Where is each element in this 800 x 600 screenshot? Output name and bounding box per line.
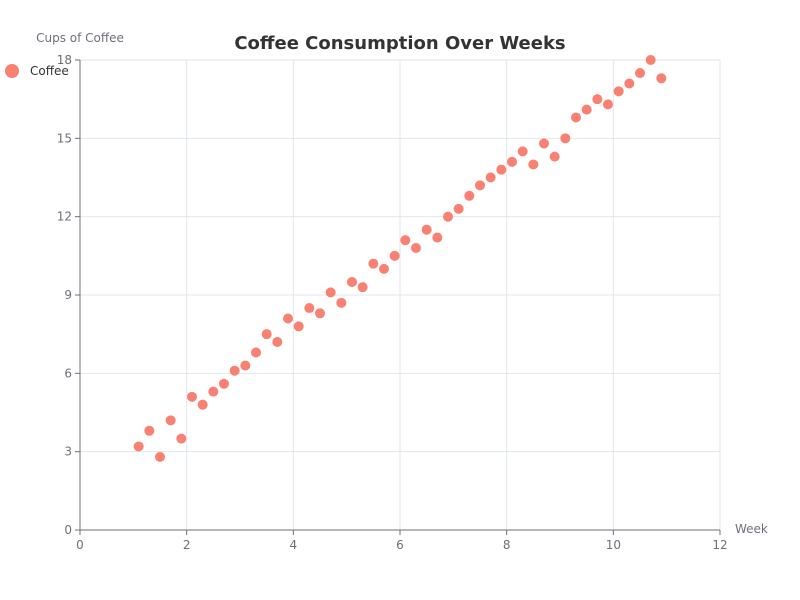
y-tick-label: 12 <box>57 210 72 224</box>
data-point[interactable] <box>283 313 293 324</box>
data-point[interactable] <box>197 399 208 410</box>
x-tick-label: 0 <box>76 538 84 552</box>
data-point[interactable] <box>293 321 304 332</box>
y-tick-label: 3 <box>64 445 72 459</box>
legend-marker-coffee[interactable] <box>5 64 19 78</box>
data-point[interactable] <box>336 297 347 308</box>
data-point[interactable] <box>432 232 443 243</box>
data-point[interactable] <box>517 146 528 157</box>
data-point[interactable] <box>421 224 432 235</box>
data-point[interactable] <box>155 451 165 462</box>
x-axis-label: Week <box>735 522 768 536</box>
data-point[interactable] <box>379 263 389 274</box>
y-tick-label: 6 <box>64 366 72 380</box>
data-point[interactable] <box>560 133 571 144</box>
y-tick-label: 0 <box>64 523 72 537</box>
data-point[interactable] <box>325 287 336 298</box>
data-point[interactable] <box>645 55 656 65</box>
x-tick-label: 4 <box>290 538 298 552</box>
data-point[interactable] <box>624 78 635 89</box>
data-point[interactable] <box>592 94 603 105</box>
grid <box>79 59 721 531</box>
data-point[interactable] <box>453 203 464 214</box>
data-point[interactable] <box>603 99 613 110</box>
data-point[interactable] <box>507 156 517 167</box>
y-tick-label: 15 <box>57 131 72 145</box>
data-point[interactable] <box>176 433 187 444</box>
data-point[interactable] <box>528 159 539 170</box>
data-point[interactable] <box>485 172 496 183</box>
data-point[interactable] <box>475 180 485 191</box>
data-point[interactable] <box>229 365 240 376</box>
data-point[interactable] <box>368 258 379 269</box>
data-points <box>133 55 667 462</box>
data-point[interactable] <box>240 360 251 371</box>
data-point[interactable] <box>357 282 368 293</box>
data-point[interactable] <box>251 347 261 358</box>
data-point[interactable] <box>549 151 560 162</box>
data-point[interactable] <box>315 308 325 319</box>
data-point[interactable] <box>272 337 283 347</box>
y-axis-label: Cups of Coffee <box>36 31 124 45</box>
x-tick-label: 8 <box>503 538 511 552</box>
legend-label-coffee[interactable]: Coffee <box>30 64 69 78</box>
data-point[interactable] <box>581 104 592 115</box>
y-tick-label: 18 <box>57 53 72 67</box>
data-point[interactable] <box>656 73 667 84</box>
data-point[interactable] <box>635 68 645 79</box>
data-point[interactable] <box>571 112 581 123</box>
data-point[interactable] <box>219 378 229 389</box>
tick-labels: 0 3 6 9 12 15 18 0 2 4 6 8 10 12 <box>57 53 728 552</box>
data-point[interactable] <box>464 190 475 201</box>
legend[interactable]: Coffee <box>5 64 69 78</box>
data-point[interactable] <box>144 425 155 436</box>
data-point[interactable] <box>133 441 144 452</box>
data-point[interactable] <box>411 243 421 253</box>
data-point[interactable] <box>347 276 357 287</box>
data-point[interactable] <box>261 329 272 340</box>
x-tick-label: 10 <box>606 538 621 552</box>
chart-title: Coffee Consumption Over Weeks <box>234 33 565 54</box>
data-point[interactable] <box>304 303 315 314</box>
x-tick-label: 2 <box>183 538 191 552</box>
data-point[interactable] <box>400 235 411 246</box>
data-point[interactable] <box>496 164 507 175</box>
data-point[interactable] <box>539 138 549 149</box>
x-tick-label: 6 <box>396 538 404 552</box>
y-tick-label: 9 <box>64 288 72 302</box>
data-point[interactable] <box>613 86 624 97</box>
x-tick-label: 12 <box>712 538 727 552</box>
data-point[interactable] <box>208 386 219 397</box>
data-point[interactable] <box>165 415 176 426</box>
axes <box>75 59 721 535</box>
data-point[interactable] <box>389 250 400 261</box>
data-point[interactable] <box>187 391 197 402</box>
data-point[interactable] <box>443 211 453 222</box>
